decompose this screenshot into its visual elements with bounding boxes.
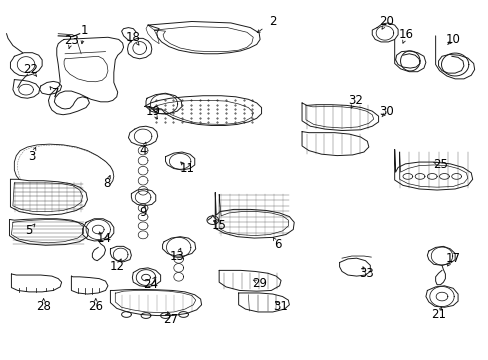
Text: 31: 31	[273, 300, 288, 313]
Text: 17: 17	[445, 252, 460, 265]
Text: 30: 30	[379, 105, 393, 118]
Text: 27: 27	[163, 313, 178, 327]
Text: 7: 7	[51, 87, 59, 100]
Text: 4: 4	[139, 144, 146, 157]
Text: 26: 26	[88, 300, 103, 313]
Text: 6: 6	[273, 238, 281, 251]
Text: 2: 2	[268, 15, 276, 28]
Text: 24: 24	[143, 278, 158, 291]
Text: 11: 11	[179, 162, 194, 175]
Text: 15: 15	[211, 219, 226, 233]
Text: 8: 8	[103, 177, 110, 190]
Text: 33: 33	[358, 267, 373, 280]
Text: 25: 25	[432, 158, 447, 171]
Text: 13: 13	[169, 249, 184, 262]
Text: 16: 16	[398, 28, 413, 41]
Text: 22: 22	[23, 63, 39, 76]
Text: 19: 19	[145, 105, 160, 118]
Text: 5: 5	[25, 224, 33, 238]
Text: 10: 10	[445, 33, 460, 46]
Text: 9: 9	[139, 206, 146, 219]
Text: 1: 1	[81, 24, 88, 37]
Text: 28: 28	[36, 300, 51, 313]
Text: 20: 20	[379, 15, 393, 28]
Text: 21: 21	[430, 308, 445, 321]
Text: 14: 14	[96, 231, 111, 244]
Text: 32: 32	[347, 94, 363, 107]
Text: 18: 18	[125, 31, 141, 44]
Text: 3: 3	[28, 150, 35, 163]
Text: 12: 12	[109, 260, 124, 273]
Text: 29: 29	[252, 277, 267, 290]
Text: 23: 23	[64, 34, 79, 48]
